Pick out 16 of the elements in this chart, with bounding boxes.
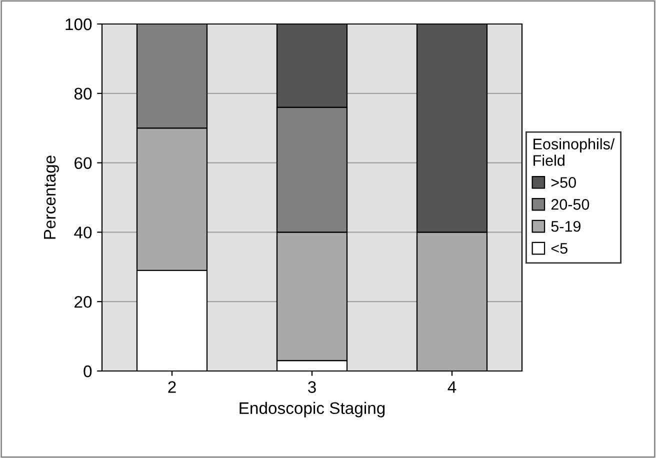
y-tick-label: 100 [66, 18, 92, 30]
y-tick-label: 60 [74, 157, 92, 170]
legend-label: 5-19 [551, 220, 580, 232]
y-tick-label: 40 [74, 226, 92, 238]
y-tick-label: 0 [84, 365, 92, 378]
legend-label: 20-50 [551, 199, 590, 210]
x-tick-label: 4 [448, 381, 456, 393]
y-tick-label: 20 [74, 296, 92, 308]
legend-label: <5 [551, 243, 568, 254]
legend-title: Eosinophils/ Field [534, 138, 615, 166]
y-axis-title: Percentage [44, 156, 59, 239]
y-tick-label: 80 [74, 88, 92, 100]
x-tick-label: 2 [168, 381, 176, 393]
x-tick-label: 3 [308, 381, 316, 393]
legend-label: >50 [551, 177, 576, 188]
x-axis-title: Endoscopic Staging [240, 402, 385, 418]
